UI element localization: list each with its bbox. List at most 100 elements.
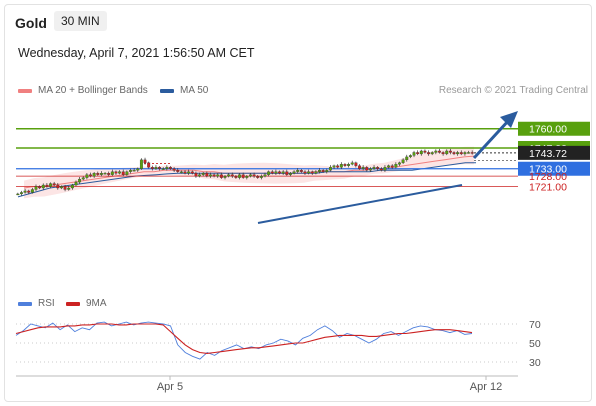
rsi-legend-label: RSI [38, 298, 55, 309]
candle [328, 165, 332, 172]
candle-body [209, 174, 212, 177]
x-tick-label: Apr 12 [470, 381, 502, 393]
candle-body [67, 187, 71, 190]
candle [238, 173, 241, 180]
candle-body [78, 178, 82, 183]
candle-body [110, 171, 114, 175]
candle [74, 180, 78, 187]
candle [81, 176, 85, 181]
candle-body [408, 155, 412, 158]
candle-body [398, 162, 401, 165]
candle [139, 158, 143, 170]
level-label: 1728.00 [529, 171, 567, 183]
candle [321, 169, 325, 173]
candle [103, 172, 107, 175]
candle [129, 168, 132, 174]
candle-body [132, 170, 136, 172]
candle [459, 150, 463, 156]
candle-body [27, 190, 31, 193]
support-trendline [257, 184, 463, 224]
candle [92, 172, 96, 178]
candle-body [143, 159, 147, 163]
candle-body [445, 150, 449, 155]
candle-body [74, 181, 78, 186]
candle-body [169, 167, 172, 169]
candle-body [154, 167, 158, 169]
candle-body [394, 164, 398, 168]
candle [270, 170, 274, 175]
candle-body [405, 156, 409, 161]
candle [150, 165, 154, 171]
candle [85, 173, 89, 180]
candle-body [321, 170, 325, 172]
candle-body [419, 150, 423, 155]
x-tick-label: Apr 5 [157, 381, 183, 393]
candle [314, 170, 318, 175]
candle-body [129, 170, 132, 172]
candle-body [34, 186, 38, 190]
research-credit: Research © 2021 Trading Central [438, 85, 588, 96]
candle [118, 170, 122, 175]
candle [467, 150, 470, 154]
candle [343, 163, 347, 167]
candle-body [456, 152, 460, 155]
candle [245, 174, 249, 180]
candle [227, 173, 231, 178]
candle [223, 174, 227, 180]
candle-body [114, 171, 118, 174]
timeframe-badge[interactable]: 30 MIN [54, 11, 107, 31]
candle [63, 184, 67, 192]
candle-body [354, 162, 358, 166]
candle [190, 170, 194, 175]
candle-body [252, 174, 256, 177]
candle [307, 169, 311, 175]
candle-body [56, 184, 60, 189]
candle-body [216, 174, 220, 177]
candle [325, 168, 329, 174]
candle [169, 166, 172, 170]
candle [419, 149, 423, 156]
candle [365, 166, 369, 172]
candle-body [438, 150, 441, 153]
candle [383, 165, 387, 172]
candle [376, 166, 380, 171]
candle-body [270, 171, 274, 174]
candle-body [307, 171, 311, 174]
candle-body [212, 174, 216, 177]
candle-body [49, 183, 52, 187]
candle-body [194, 173, 198, 177]
candle-body [423, 150, 427, 153]
candle-body [158, 167, 162, 169]
candle-body [361, 167, 365, 169]
candle [209, 172, 212, 178]
candle [205, 171, 209, 178]
candle-body [96, 173, 100, 175]
candle [416, 150, 420, 156]
candle [70, 183, 74, 190]
candle [336, 164, 340, 169]
level-badge [518, 145, 590, 160]
candle-body [296, 170, 300, 172]
candle-body [292, 171, 296, 174]
candle [96, 171, 100, 176]
candle-body [285, 171, 289, 175]
candle-body [368, 168, 372, 171]
candle [252, 172, 256, 178]
candle [263, 172, 267, 178]
candle-body [70, 184, 74, 189]
price-level-1721.00: 1721.00 [16, 182, 567, 194]
candle [201, 172, 205, 177]
candle-body [350, 162, 354, 165]
candle [16, 192, 20, 196]
candle-body [310, 171, 314, 174]
candle [172, 167, 176, 172]
candle [299, 169, 303, 173]
candle-body [434, 150, 438, 153]
candle [434, 149, 438, 155]
candle [288, 172, 292, 177]
candle-body [299, 170, 303, 172]
candle-body [241, 174, 245, 178]
candle [23, 188, 27, 194]
candle [463, 151, 467, 156]
candle-body [118, 171, 122, 174]
